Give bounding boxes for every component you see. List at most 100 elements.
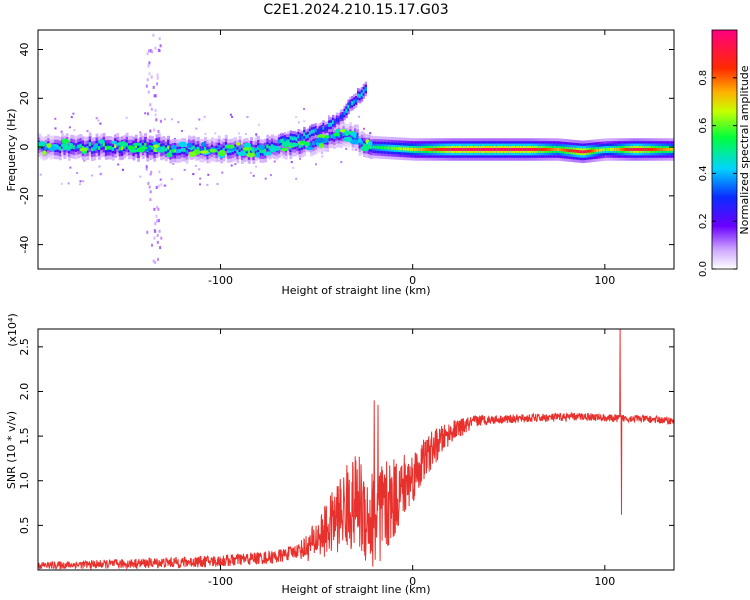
spectrogram-blob [132,142,141,146]
spectrogram-band-cell [584,150,588,154]
spectrogram-speck [231,115,233,118]
spectrogram-branch-cell [351,101,354,106]
spectrogram-speck [95,117,98,120]
spectrogram-band-cell [178,148,182,153]
spectrogram-speck [234,163,237,166]
spectrogram-blob [188,151,196,157]
spectrogram-band-cell [434,148,438,151]
spectrogram-speck [76,172,79,174]
spectrogram-speck [159,178,162,181]
spectrogram-column-speck [159,246,162,250]
snr-x-ticks: -100 0 100 [208,329,615,588]
spectrogram-band-cell [607,148,611,151]
spectrogram-branch-cell [341,114,344,119]
snr-x-tick-label: -100 [208,575,233,588]
spectrogram-band-cell [651,148,655,151]
spectrogram-blob [170,145,177,150]
spectrogram-band-cell [552,148,556,151]
spectrogram-panel: -100 0 100 -40 -20 0 20 40 Height of straight … [5,29,675,297]
spectrogram-column-speck [146,230,149,234]
spectrogram-band-cell [425,148,429,151]
spectrogram-speck [163,118,166,121]
spectrogram-band-cell [513,148,516,151]
spectrogram-column-speck [153,229,156,233]
spectrogram-branch-cell [364,87,367,91]
spectrogram-band-cell [538,148,542,151]
spectrogram-band-cell [540,148,544,151]
spectrogram-column-speck [147,64,150,68]
spectrogram-speck [203,115,206,118]
spectrogram-band-cell [543,148,546,151]
spectrogram-band-cell [185,149,189,154]
spectrogram-band-cell [44,145,48,150]
spectrogram-band-cell [400,147,403,151]
spectrogram-band-cell [358,142,362,147]
spectrogram-speck [82,180,85,183]
spectrogram-band-cell [598,148,602,152]
spectrogram-column-speck [149,49,152,53]
spectrogram-speck [207,173,210,176]
spectrogram-band-cell [340,134,343,139]
spectrogram-speck [221,171,224,174]
snr-series-line [38,329,674,570]
spectrogram-column-speck [145,165,148,169]
spectrogram-branch-cell [295,137,298,142]
spectrogram-branch-cell [343,111,346,115]
spectrogram-column-speck [158,49,161,53]
spectrogram-band-cell [347,133,350,138]
spectrogram-speck [73,129,76,132]
spectrogram-band-cell [199,148,203,153]
spectrogram-blob [50,145,56,152]
spectrogram-band-cell [411,148,415,151]
spectrogram-speck [144,112,147,115]
spectrogram-speck [199,183,201,186]
spectrogram-column-speck [154,113,157,117]
spectrogram-speck [264,177,267,180]
spectrogram-branch-cell [301,136,304,140]
spectrogram-speck [290,161,293,164]
spectrogram-band-cell [510,148,514,151]
snr-y-label: SNR (10 * v/v) [5,411,18,489]
spectrogram-column-speck [148,49,150,53]
snr-x-tick-label: 0 [409,575,416,588]
spectrogram-column-speck [153,236,156,240]
spectrogram-branch-cell [282,138,285,143]
spectrogram-band-cell [665,148,669,151]
spectrogram-blob [68,143,74,147]
spectrogram-blob [42,150,47,156]
spectrogram-branch-cell [322,125,325,130]
spectrogram-blob [237,151,247,156]
spectrogram-band-cell [667,148,671,151]
spectrogram-column-speck [152,33,155,37]
spectrogram-column-speck [155,186,158,189]
spectrogram-blob [255,151,260,158]
spectrogram-column-speck [153,128,156,132]
spectrogram-speck [206,183,209,186]
spectrogram-band-cell [549,148,553,151]
spectrogram-band-cell [466,148,470,151]
spectrogram-band-cell [116,142,120,147]
spectrogram-band-cell [109,145,113,150]
spectrogram-band-cell [395,147,399,150]
spectrogram-band-cell [107,145,111,150]
spectrogram-y-tick-label: -40 [18,236,31,254]
spectrogram-band-cell [402,147,406,151]
spectrogram-band-cell [390,146,394,150]
spectrogram-band-cell [473,148,477,151]
spectrogram-speck [273,160,276,163]
spectrogram-band-cell [635,148,639,151]
spectrogram-blob [299,140,306,144]
spectrogram-branch-cell [299,135,302,140]
spectrogram-column-speck [153,94,156,98]
spectrogram-blob [187,142,193,148]
spectrogram-column-speck [156,233,159,237]
spectrogram-blob [98,139,105,144]
colorbar-frame [711,29,738,270]
spectrogram-band-cell [630,148,634,151]
spectrogram-speck [117,163,120,166]
spectrogram-column-speck [151,50,154,54]
spectrogram-speck [177,121,180,124]
spectrogram-speck [99,122,102,125]
spectrogram-band-cell [383,146,387,150]
spectrogram-band-cell [314,140,318,145]
